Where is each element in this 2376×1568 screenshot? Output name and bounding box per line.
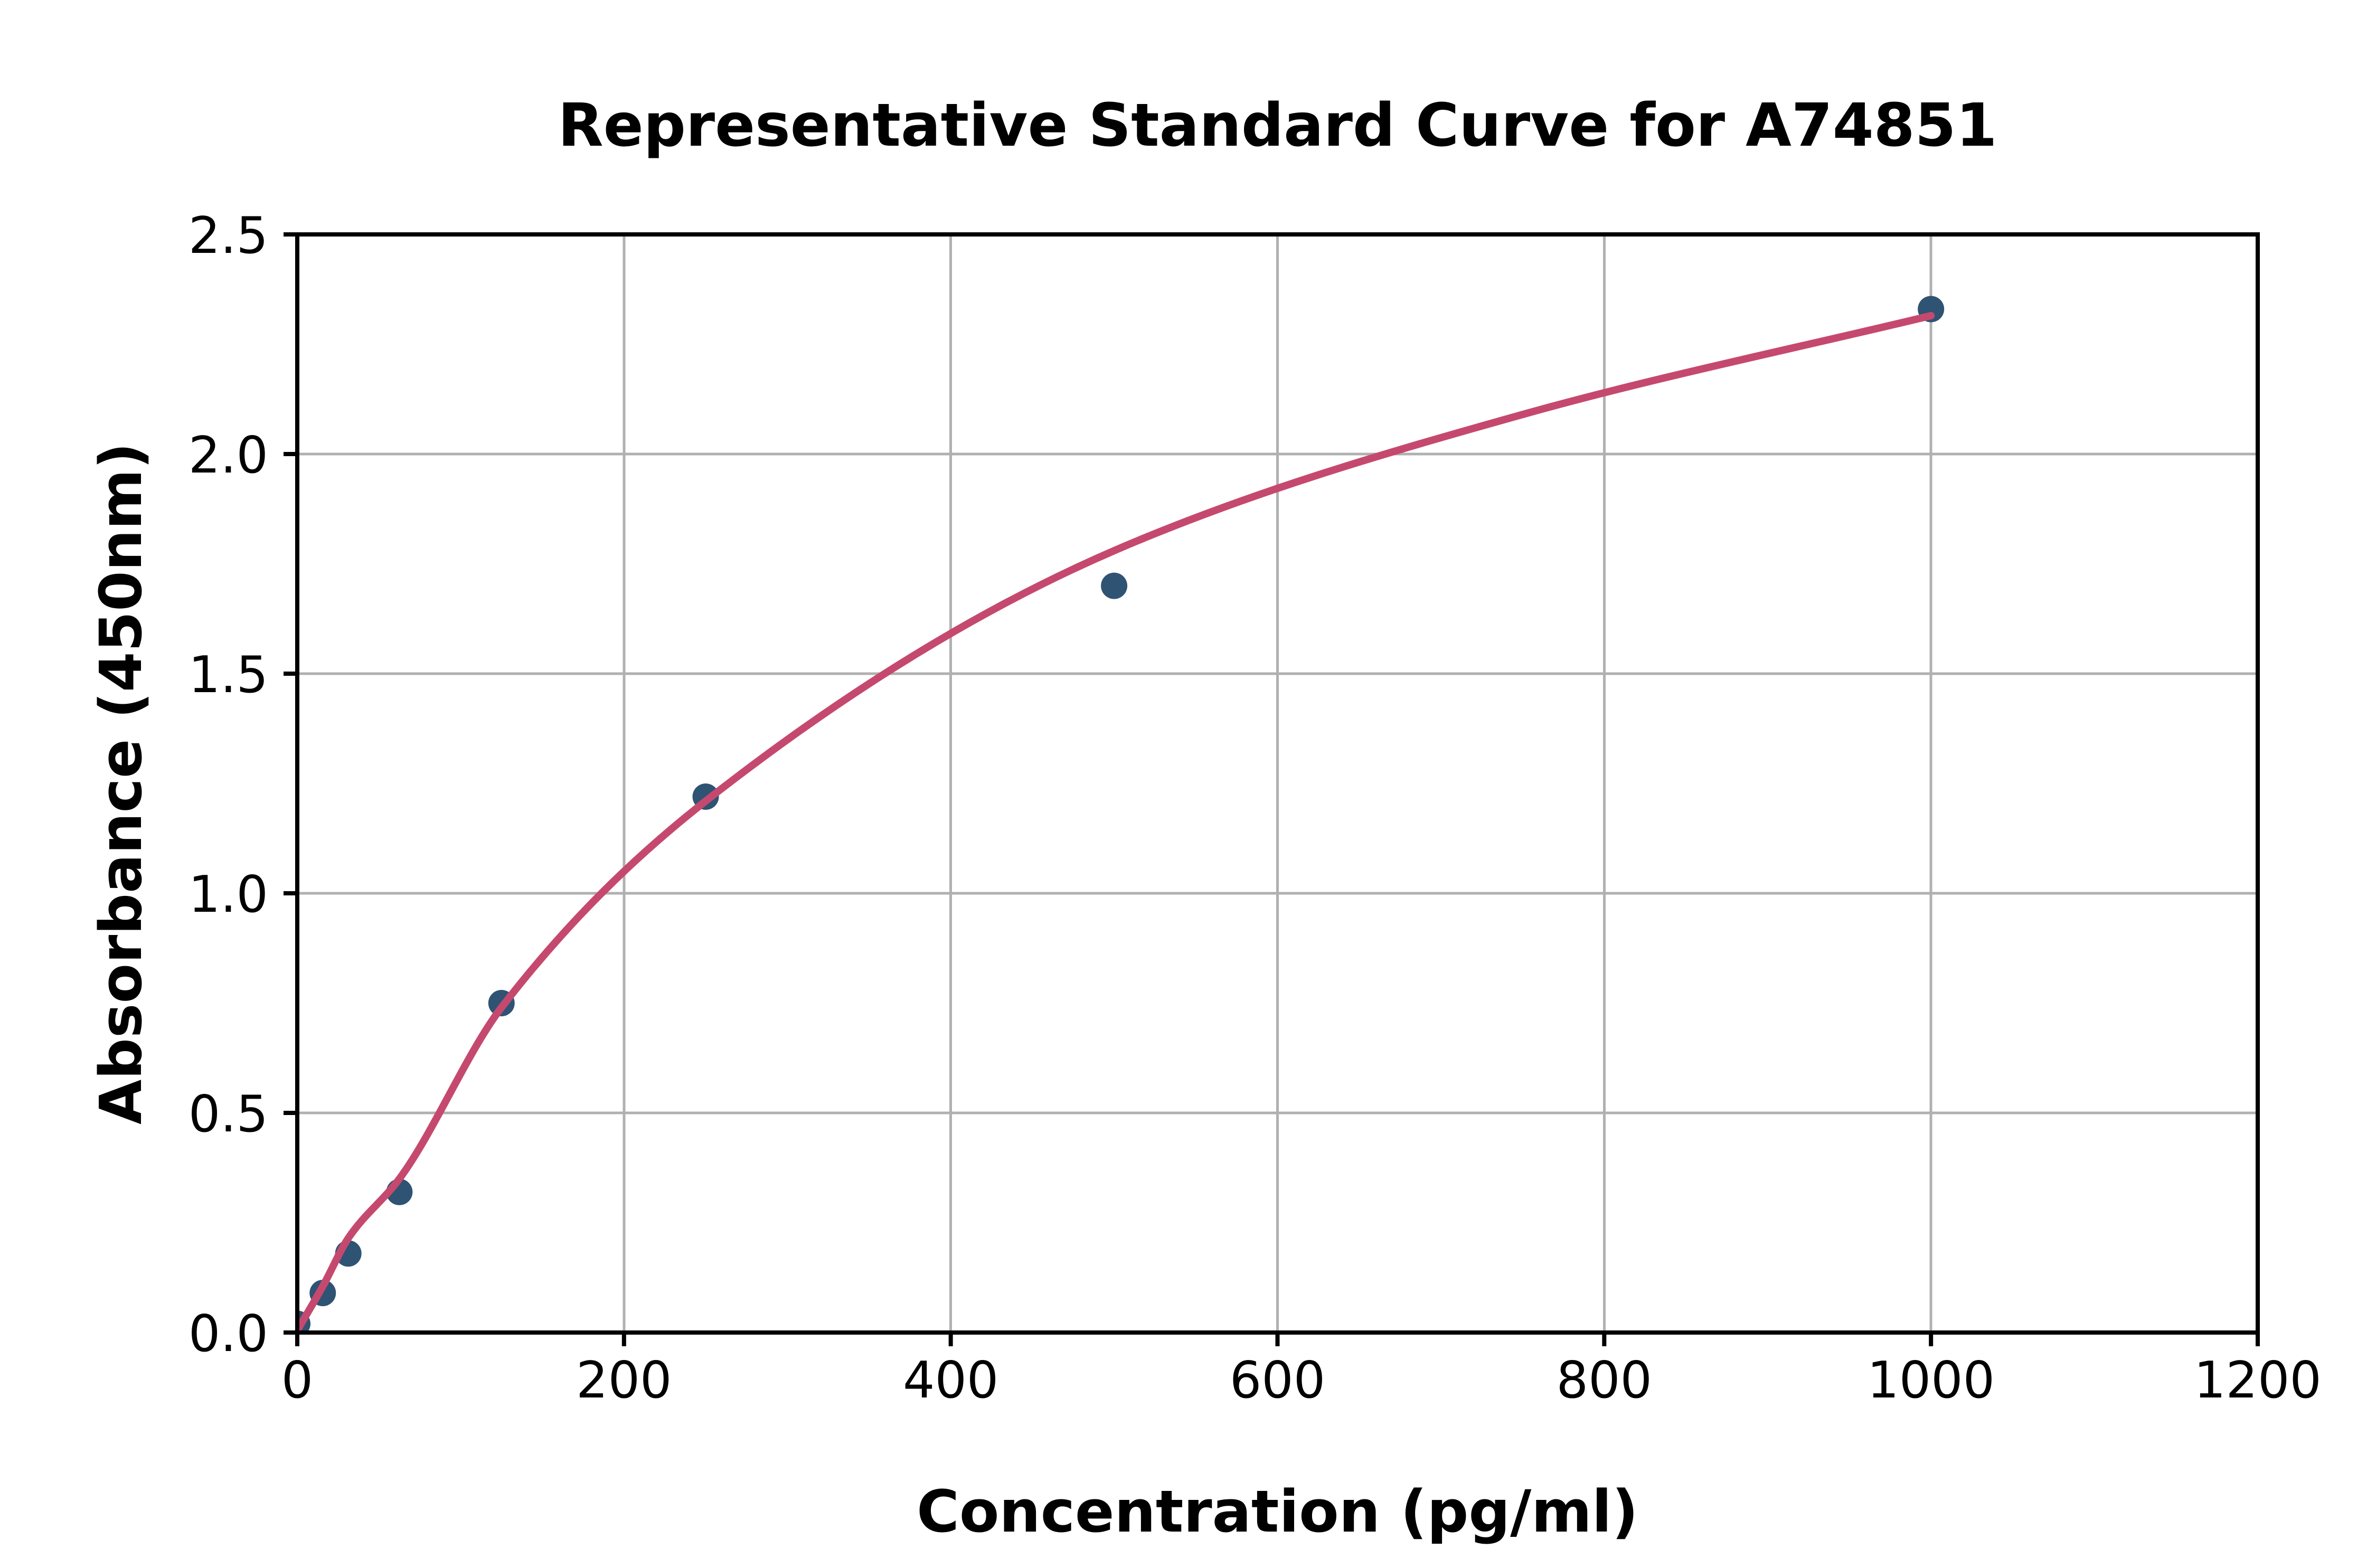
tick-marks — [284, 232, 2260, 1346]
gridlines — [297, 234, 2258, 1333]
y-tick-label: 0.5 — [188, 1085, 268, 1144]
x-tick-label: 600 — [1230, 1352, 1325, 1410]
data-points — [297, 296, 1945, 1333]
tick-labels: 0 200 400 600 800 1000 1200 0.0 0.5 1.0 1.5 2.0 2.5 — [188, 207, 2322, 1410]
plot-frame — [295, 232, 2260, 1335]
x-tick-label: 800 — [1557, 1352, 1652, 1410]
y-tick-label: 2.5 — [188, 207, 268, 265]
fit-curve-line — [297, 311, 1935, 1333]
chart-title: Representative Standard Curve for A74851 — [558, 91, 1997, 160]
y-tick-label: 0.0 — [188, 1305, 268, 1363]
data-point — [1101, 572, 1128, 599]
y-axis-label: Absorbance (450nm) — [87, 442, 155, 1125]
fit-curve-group — [297, 311, 1935, 1333]
y-tick-label: 2.0 — [188, 427, 268, 485]
y-tick-label: 1.5 — [188, 646, 268, 704]
x-tick-label: 1200 — [2194, 1352, 2322, 1410]
x-tick-label: 400 — [903, 1352, 998, 1410]
y-tick-label: 1.0 — [188, 866, 268, 924]
x-axis-label: Concentration (pg/ml) — [917, 1478, 1638, 1545]
x-tick-label: 200 — [576, 1352, 672, 1410]
x-tick-label: 0 — [281, 1352, 313, 1410]
x-tick-label: 1000 — [1867, 1352, 1995, 1410]
